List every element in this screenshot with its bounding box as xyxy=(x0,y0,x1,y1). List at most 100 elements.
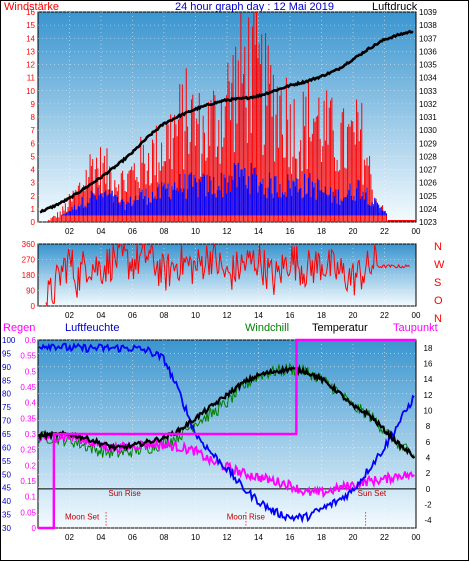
temperature-tick-label: 0 xyxy=(426,485,431,494)
direction-x-tick-04: 04 xyxy=(97,311,106,320)
pressure-tick-label: 1023 xyxy=(419,218,437,227)
temperature-tick-label: 12 xyxy=(424,391,433,400)
pressure-tick-label: 1032 xyxy=(419,100,437,109)
gust-series xyxy=(62,162,388,216)
direction-label-s: S xyxy=(434,277,441,289)
pressure-tick-label: 1038 xyxy=(419,21,437,30)
pressure-tick-label: 1034 xyxy=(419,74,437,83)
humidity-tick-label: 55 xyxy=(2,457,11,466)
humidity-axis-title: Luftfeuchte xyxy=(65,322,119,334)
pressure-tick-label: 1029 xyxy=(419,139,437,148)
annotation-sun-rise: Sun Rise xyxy=(108,489,141,498)
wind-tick-label: 4 xyxy=(31,166,36,175)
temperature-line xyxy=(37,364,416,459)
temperature-tick-label: -2 xyxy=(424,501,432,510)
humidity-tick-label: 100 xyxy=(2,336,16,345)
rain-tick-label: 0.35 xyxy=(20,414,36,423)
wind-tick-label: 12 xyxy=(26,61,35,70)
temperature-x-tick-04: 04 xyxy=(97,533,106,542)
direction-x-tick-06: 06 xyxy=(128,311,137,320)
rain-tick-label: 0.4 xyxy=(25,399,37,408)
direction-tick-label: 180 xyxy=(22,271,36,280)
rain-tick-label: 0.5 xyxy=(25,367,37,376)
temperature-x-tick-10: 10 xyxy=(191,533,200,542)
direction-x-tick-02: 02 xyxy=(65,311,74,320)
humidity-tick-label: 90 xyxy=(2,363,11,372)
direction-x-tick-22: 22 xyxy=(380,311,389,320)
wind-tick-label: 7 xyxy=(31,126,36,135)
humidity-tick-label: 45 xyxy=(2,484,11,493)
humidity-tick-label: 50 xyxy=(2,470,11,479)
temperature-x-tick-18: 18 xyxy=(317,533,326,542)
rain-tick-label: 0.45 xyxy=(20,383,36,392)
humidity-tick-label: 60 xyxy=(2,443,11,452)
pressure-tick-label: 1031 xyxy=(419,113,437,122)
legend-windchill: Windchill xyxy=(245,322,289,334)
legend-temperatur: Temperatur xyxy=(312,322,368,334)
pressure-axis-title: Luftdruck xyxy=(372,1,418,13)
humidity-tick-label: 80 xyxy=(2,390,11,399)
direction-tick-label: 90 xyxy=(26,287,35,296)
temperature-tick-label: 6 xyxy=(426,438,431,447)
rain-tick-label: 0 xyxy=(32,524,37,533)
rain-tick-label: 0.2 xyxy=(25,461,37,470)
temperature-tick-label: 16 xyxy=(424,360,433,369)
wind-x-tick-10: 10 xyxy=(191,227,200,236)
wind-x-tick-20: 20 xyxy=(349,227,358,236)
annotation-moon-rise: Moon Rise xyxy=(227,512,266,521)
temperature-x-tick-00: 00 xyxy=(412,533,421,542)
temperature-plot-area-grid xyxy=(38,339,416,529)
humidity-tick-label: 30 xyxy=(2,524,11,533)
chart-title: 24 hour graph day : 12 Mai 2019 xyxy=(175,1,334,13)
windchill-line xyxy=(38,362,416,459)
annotation-moon-set: Moon Set xyxy=(65,512,100,521)
wind-tick-label: 16 xyxy=(26,8,35,17)
temperature-tick-label: 4 xyxy=(426,454,431,463)
wind-x-tick-16: 16 xyxy=(286,227,295,236)
pressure-tick-label: 1026 xyxy=(419,179,437,188)
humidity-tick-label: 65 xyxy=(2,430,11,439)
pressure-line xyxy=(39,29,414,214)
pressure-tick-label: 1028 xyxy=(419,152,437,161)
temperature-x-tick-12: 12 xyxy=(223,533,232,542)
wind-x-tick-06: 06 xyxy=(128,227,137,236)
humidity-tick-label: 40 xyxy=(2,497,11,506)
direction-label-n-top: N xyxy=(434,241,442,253)
wind-tick-label: 1 xyxy=(31,205,36,214)
temperature-tick-label: 10 xyxy=(424,407,433,416)
pressure-tick-label: 1024 xyxy=(419,205,437,214)
wind-tick-label: 15 xyxy=(26,21,35,30)
rain-tick-label: 0.1 xyxy=(25,493,37,502)
wind-x-tick-18: 18 xyxy=(317,227,326,236)
temperature-x-tick-20: 20 xyxy=(349,533,358,542)
direction-x-tick-14: 14 xyxy=(254,311,263,320)
wind-x-tick-04: 04 xyxy=(97,227,106,236)
wind-direction-line xyxy=(45,242,410,307)
humidity-tick-label: 35 xyxy=(2,511,11,520)
rain-tick-label: 0.25 xyxy=(20,446,36,455)
pressure-tick-label: 1036 xyxy=(419,47,437,56)
wind-tick-label: 0 xyxy=(31,218,36,227)
direction-label-w: W xyxy=(434,259,445,271)
temperature-tick-label: -4 xyxy=(424,516,432,525)
direction-tick-label: 270 xyxy=(22,256,36,265)
temperature-x-tick-02: 02 xyxy=(65,533,74,542)
wind-tick-label: 13 xyxy=(26,47,35,56)
temperature-x-tick-22: 22 xyxy=(380,533,389,542)
direction-x-tick-08: 08 xyxy=(160,311,169,320)
rain-tick-label: 0.15 xyxy=(20,477,36,486)
wind-x-tick-22: 22 xyxy=(380,227,389,236)
wind-tick-label: 6 xyxy=(31,139,36,148)
wind-tick-label: 11 xyxy=(27,74,36,83)
humidity-tick-label: 75 xyxy=(2,403,11,412)
rain-axis-title: Regen xyxy=(3,322,35,334)
temperature-tick-label: 8 xyxy=(426,422,431,431)
direction-x-tick-20: 20 xyxy=(349,311,358,320)
direction-label-n-bottom: N xyxy=(434,313,442,325)
rain-line xyxy=(38,338,416,530)
wind-tick-label: 10 xyxy=(26,87,35,96)
pressure-tick-label: 1037 xyxy=(419,34,437,43)
direction-tick-label: 360 xyxy=(22,240,36,249)
wind-x-tick-12: 12 xyxy=(223,227,232,236)
